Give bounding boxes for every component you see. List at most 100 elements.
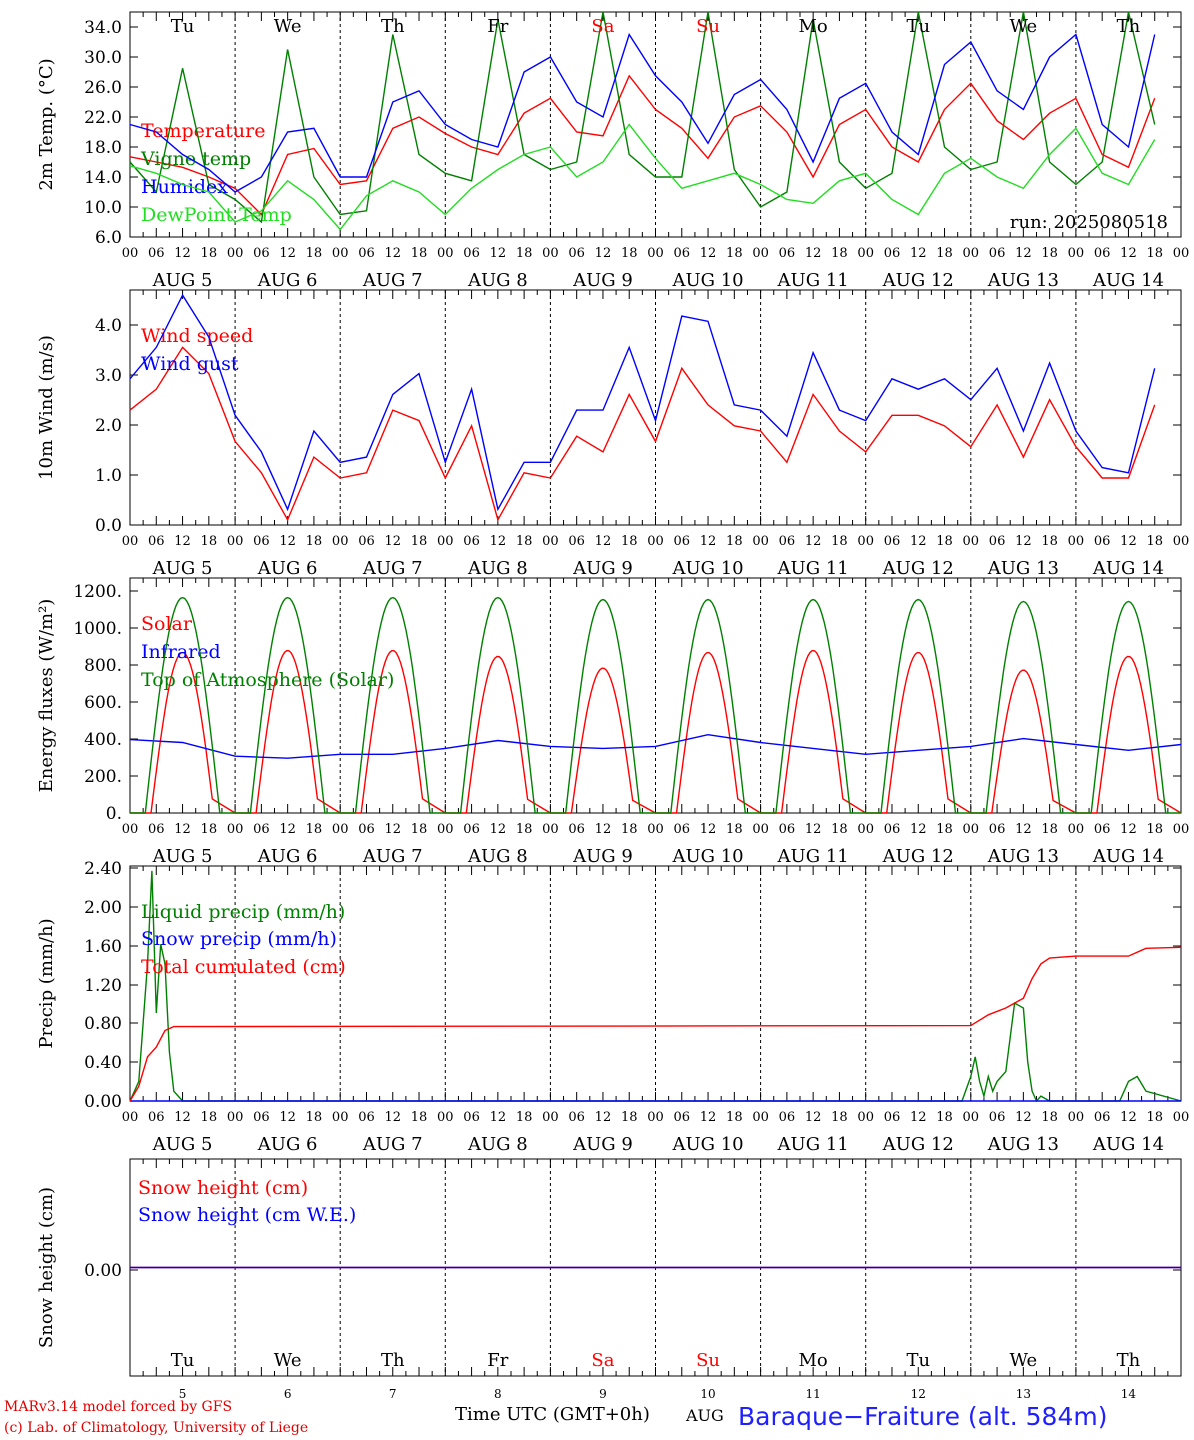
hour-tick-label: 00 — [752, 1110, 769, 1125]
day-name: Tu — [906, 16, 930, 37]
x-axis-label: Time UTC (GMT+0h) — [455, 1404, 650, 1425]
panel-2: 00 06 12 18 00 06 12 18 00 06 12 18 00 06 12 18 00 06 12 18… — [36, 289, 1190, 579]
hour-tick-label: 00 — [542, 534, 559, 549]
day-date: 13 — [1016, 1387, 1031, 1401]
date-label: AUG 10 — [671, 846, 743, 867]
hour-tick-label: 18 — [411, 246, 428, 261]
panel-1: 00 06 12 18 00 06 12 18 00 06 12 18 00 06 12 18 00 06 12 18… — [36, 11, 1189, 291]
y-tick-label: 0. — [106, 804, 122, 824]
day-name: Sa — [591, 16, 614, 37]
hour-tick-label: 18 — [1146, 534, 1163, 549]
date-label: AUG 11 — [777, 1134, 849, 1155]
y-tick-label: 0.80 — [84, 1014, 122, 1034]
hour-tick-label: 12 — [700, 534, 717, 549]
day-name: Th — [381, 16, 405, 37]
date-label: AUG 6 — [257, 558, 318, 579]
day-name: Su — [696, 16, 720, 37]
hour-tick-label: 00 — [437, 246, 454, 261]
day-name: Fr — [487, 1350, 508, 1371]
hour-tick-label: 06 — [674, 1110, 691, 1125]
date-label: AUG 12 — [882, 558, 954, 579]
hour-tick-label: 00 — [963, 246, 980, 261]
date-label: AUG 7 — [362, 1134, 423, 1155]
hour-tick-label: 00 — [752, 822, 769, 837]
hour-tick-label: 12 — [910, 246, 927, 261]
hour-tick-label: 18 — [201, 246, 218, 261]
hour-tick-label: 18 — [621, 534, 638, 549]
hour-tick-label: 06 — [358, 246, 375, 261]
hour-tick-label: 00 — [857, 1110, 874, 1125]
hour-tick-label: 18 — [411, 822, 428, 837]
hour-tick-label: 18 — [831, 246, 848, 261]
hour-tick-label: 00 — [857, 246, 874, 261]
hour-tick-label: 18 — [516, 534, 533, 549]
hour-tick-label: 06 — [884, 822, 901, 837]
hour-tick-label: 18 — [306, 822, 323, 837]
hour-tick-label: 06 — [779, 246, 796, 261]
y-tick-label: 1.0 — [95, 466, 122, 486]
legend-entry: Wind gust — [141, 353, 239, 375]
y-tick-label: 1.20 — [84, 976, 122, 996]
hour-tick-label: 12 — [1120, 246, 1137, 261]
hour-tick-label: 18 — [1146, 1110, 1163, 1125]
hour-tick-label: 12 — [595, 1110, 612, 1125]
hour-tick-label: 00 — [1173, 534, 1190, 549]
hour-tick-label: 00 — [227, 534, 244, 549]
month-label: AUG — [686, 1406, 724, 1425]
y-axis-label: 2m Temp. (°C) — [36, 58, 57, 190]
hour-tick-label: 12 — [174, 1110, 191, 1125]
series-line — [129, 946, 1182, 1102]
date-label: AUG 5 — [152, 1134, 213, 1155]
panel-3: 00 06 12 18 00 06 12 18 00 06 12 18 00 06 12 18 00 06 12 18… — [36, 577, 1189, 867]
hour-tick-label: 12 — [1015, 822, 1032, 837]
hour-tick-label: 06 — [884, 1110, 901, 1125]
y-tick-label: 14.0 — [84, 168, 122, 188]
hour-tick-label: 06 — [463, 822, 480, 837]
legend-entry: Humidex — [141, 176, 228, 198]
day-name: Th — [1117, 16, 1141, 37]
series-line — [129, 123, 1156, 231]
hour-tick-label: 06 — [674, 822, 691, 837]
y-tick-label: 10.0 — [84, 198, 122, 218]
hour-tick-label: 00 — [542, 822, 559, 837]
hour-tick-label: 00 — [857, 534, 874, 549]
y-tick-label: 2.40 — [84, 859, 122, 879]
day-date: 6 — [284, 1387, 292, 1401]
y-tick-label: 200. — [84, 767, 122, 787]
date-label: AUG 11 — [777, 846, 849, 867]
date-label: AUG 6 — [257, 1134, 318, 1155]
hour-tick-label: 12 — [490, 822, 507, 837]
hour-tick-label: 06 — [1094, 534, 1111, 549]
series-line — [129, 346, 1156, 522]
hour-tick-label: 06 — [148, 822, 165, 837]
date-label: AUG 8 — [467, 1134, 528, 1155]
series-line — [130, 596, 1181, 814]
hour-tick-label: 12 — [1120, 822, 1137, 837]
hour-tick-label: 06 — [989, 1110, 1006, 1125]
y-axis-label: 10m Wind (m/s) — [36, 335, 57, 480]
hour-tick-label: 12 — [490, 246, 507, 261]
hour-tick-label: 00 — [332, 1110, 349, 1125]
hour-tick-label: 18 — [1041, 246, 1058, 261]
y-tick-label: 0.00 — [84, 1261, 122, 1281]
hour-tick-label: 18 — [411, 1110, 428, 1125]
date-label: AUG 9 — [572, 558, 633, 579]
y-tick-label: 18.0 — [84, 138, 122, 158]
hour-tick-label: 12 — [174, 246, 191, 261]
hour-tick-label: 12 — [384, 1110, 401, 1125]
hour-tick-label: 18 — [621, 1110, 638, 1125]
hour-tick-label: 12 — [700, 246, 717, 261]
hour-tick-label: 06 — [358, 822, 375, 837]
hour-tick-label: 00 — [963, 1110, 980, 1125]
date-label: AUG 10 — [671, 270, 743, 291]
legend-entry: Infrared — [141, 641, 221, 663]
hour-tick-label: 12 — [490, 1110, 507, 1125]
series-line — [129, 293, 1156, 512]
legend-entry: Snow height (cm) — [138, 1177, 308, 1199]
hour-tick-label: 12 — [1015, 1110, 1032, 1125]
hour-tick-label: 12 — [595, 246, 612, 261]
hour-tick-label: 12 — [910, 822, 927, 837]
hour-tick-label: 00 — [752, 534, 769, 549]
date-label: AUG 12 — [882, 270, 954, 291]
copyright-credit: (c) Lab. of Climatology, University of L… — [4, 1420, 309, 1436]
